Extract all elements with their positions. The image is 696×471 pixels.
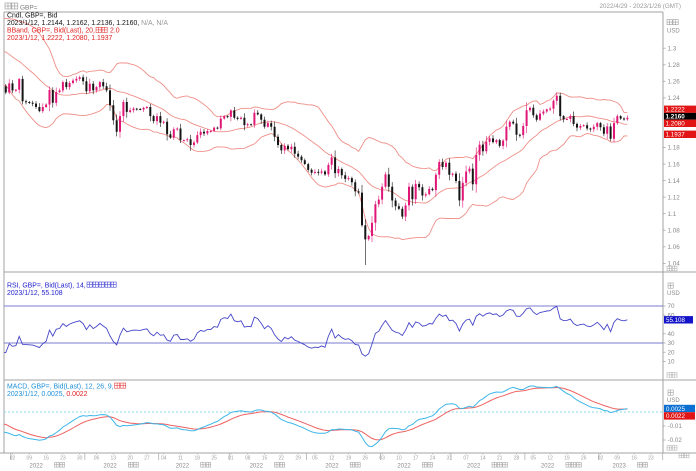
svg-text:40: 40 [668, 331, 676, 338]
svg-text:1.28: 1.28 [668, 62, 681, 69]
svg-text:09: 09 [27, 456, 33, 462]
svg-text:20: 20 [668, 349, 676, 356]
svg-text:1.04: 1.04 [668, 261, 681, 268]
svg-text:2023/1/12, 1.2222, 1.2080, 1.1: 2023/1/12, 1.2222, 1.2080, 1.1937 [7, 35, 113, 42]
svg-text:60: 60 [668, 312, 676, 319]
svg-text:2023/1/12, 0.0025, 0.0022: 2023/1/12, 0.0025, 0.0022 [7, 391, 88, 398]
svg-text:09: 09 [615, 456, 621, 462]
svg-text:30: 30 [77, 456, 83, 462]
svg-text:18: 18 [195, 456, 201, 462]
svg-text:0.0025: 0.0025 [666, 406, 685, 413]
svg-text:20: 20 [127, 456, 133, 462]
svg-text:31: 31 [447, 456, 453, 462]
svg-text:2023/1/12, 55.108: 2023/1/12, 55.108 [7, 290, 63, 297]
svg-text:24: 24 [430, 456, 436, 462]
svg-text:1.24: 1.24 [668, 95, 681, 102]
svg-text:02: 02 [598, 456, 604, 462]
svg-text:Cndl, GBP=, Bid: Cndl, GBP=, Bid [7, 13, 58, 20]
svg-text:USD: USD [667, 398, 680, 404]
svg-text:16: 16 [631, 456, 637, 462]
svg-text:14: 14 [480, 456, 486, 462]
svg-text:08: 08 [245, 456, 251, 462]
svg-text:2022: 2022 [250, 464, 264, 470]
svg-text:01: 01 [228, 456, 234, 462]
svg-text:23: 23 [60, 456, 66, 462]
svg-text:05: 05 [531, 456, 537, 462]
svg-text:1.2160: 1.2160 [666, 113, 686, 120]
svg-text:21: 21 [497, 456, 503, 462]
svg-text:1.18: 1.18 [668, 145, 681, 152]
svg-text:16: 16 [43, 456, 49, 462]
svg-text:19: 19 [346, 456, 352, 462]
svg-text:1.06: 1.06 [668, 244, 681, 251]
svg-text:1.2222: 1.2222 [666, 106, 686, 113]
svg-text:1.1: 1.1 [668, 211, 677, 218]
svg-text:2022/4/29 - 2023/1/26 (GMT): 2022/4/29 - 2023/1/26 (GMT) [599, 3, 681, 10]
svg-text:07: 07 [463, 456, 469, 462]
svg-text:2023/1/12, 1.2144, 1.2162, 1.2: 2023/1/12, 1.2144, 1.2162, 1.2136, 1.216… [7, 20, 168, 27]
svg-text:17: 17 [413, 456, 419, 462]
svg-text:10: 10 [668, 359, 676, 366]
svg-text:MACD, GBP=, Bid(Last), 12, 26,: MACD, GBP=, Bid(Last), 12, 26, 9, [7, 383, 114, 390]
svg-text:2022: 2022 [103, 464, 117, 470]
svg-text:USD: USD [667, 29, 680, 35]
svg-text:70: 70 [668, 303, 676, 310]
svg-text:2022: 2022 [325, 464, 339, 470]
svg-text:26: 26 [581, 456, 587, 462]
svg-text:04: 04 [161, 456, 167, 462]
svg-text:55.108: 55.108 [666, 317, 685, 324]
svg-text:-0.01: -0.01 [668, 423, 683, 430]
svg-text:0.0022: 0.0022 [666, 413, 685, 420]
svg-text:2023: 2023 [613, 464, 627, 470]
svg-text:2022: 2022 [467, 464, 481, 470]
svg-text:12: 12 [547, 456, 553, 462]
svg-text:2.0: 2.0 [110, 28, 120, 35]
svg-text:22: 22 [279, 456, 285, 462]
svg-text:1.1937: 1.1937 [666, 131, 686, 138]
svg-text:1.12: 1.12 [668, 194, 681, 201]
svg-text:12: 12 [329, 456, 335, 462]
svg-text:BBand, GBP=, Bid(Last), 20,: BBand, GBP=, Bid(Last), 20, [7, 28, 95, 35]
svg-text:1.3: 1.3 [668, 45, 677, 52]
svg-text:2022: 2022 [176, 464, 190, 470]
svg-text:2022: 2022 [30, 464, 44, 470]
svg-text:05: 05 [312, 456, 318, 462]
svg-text:02: 02 [10, 456, 16, 462]
svg-text:28: 28 [514, 456, 520, 462]
svg-text:03: 03 [379, 456, 385, 462]
svg-text:13: 13 [111, 456, 117, 462]
svg-text:1.08: 1.08 [668, 227, 681, 234]
svg-text:10: 10 [396, 456, 402, 462]
svg-text:23: 23 [648, 456, 654, 462]
svg-text:19: 19 [564, 456, 570, 462]
svg-text:-0.02: -0.02 [668, 437, 683, 444]
svg-text:1.14: 1.14 [668, 178, 681, 185]
svg-text:1.2080: 1.2080 [666, 120, 686, 127]
svg-text:GBP=: GBP= [20, 5, 38, 12]
svg-text:06: 06 [94, 456, 100, 462]
svg-text:1.16: 1.16 [668, 161, 681, 168]
svg-text:RSI, GBP=, Bid(Last), 14,: RSI, GBP=, Bid(Last), 14, [7, 282, 86, 289]
svg-text:11: 11 [178, 456, 183, 462]
svg-text:2022: 2022 [397, 464, 411, 470]
svg-text:26: 26 [363, 456, 369, 462]
svg-text:29: 29 [295, 456, 301, 462]
svg-text:30: 30 [668, 340, 676, 347]
svg-text:2022: 2022 [541, 464, 555, 470]
svg-text:27: 27 [144, 456, 150, 462]
svg-text:USD: USD [667, 291, 680, 297]
svg-text:1.26: 1.26 [668, 79, 681, 86]
svg-text:15: 15 [262, 456, 268, 462]
svg-text:25: 25 [211, 456, 217, 462]
